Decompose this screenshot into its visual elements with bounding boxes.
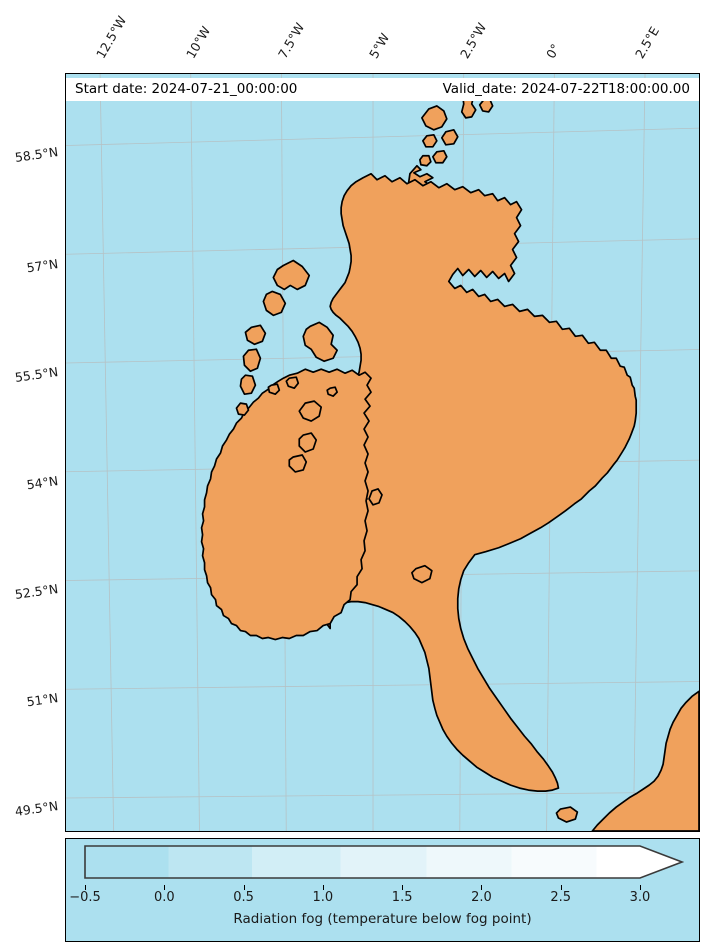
lat-tick-label-0: 58.5°N: [13, 144, 60, 165]
colorbar-tick-mark-7: [640, 885, 641, 890]
colorbar-tick-label-2: 0.5: [233, 890, 254, 905]
colorbar-graphic[interactable]: −0.5 0.0 0.5 1.0 1.5 2.0 2.5 3.0: [69, 845, 684, 905]
lat-tick-label-3: 54°N: [25, 473, 60, 493]
start-date-label: Start date: 2024-07-21_00:00:00: [75, 80, 298, 97]
colorbar-panel: −0.5 0.0 0.5 1.0 1.5 2.0 2.5 3.0 Radiation fog …: [65, 838, 700, 942]
colorbar-tick-label-3: 1.0: [312, 890, 334, 905]
map-title-banner: Start date: 2024-07-21_00:00:00 Valid_da…: [66, 78, 699, 101]
colorbar-tick-label-6: 2.5: [550, 890, 572, 905]
map-graphic: [66, 74, 699, 831]
colorbar-tick-mark-2: [243, 885, 245, 890]
map-plot-area[interactable]: Start date: 2024-07-21_00:00:00 Valid_da…: [65, 73, 700, 832]
colorbar-tick-mark-3: [322, 885, 324, 890]
lat-tick-label-6: 49.5°N: [13, 798, 60, 819]
colorbar-tick-label-1: 0.0: [153, 890, 175, 905]
lon-tick-label-4: 2.5°W: [457, 20, 490, 62]
lon-tick-label-5: 0°: [543, 41, 564, 61]
lon-tick-label-0: 12.5°W: [93, 13, 130, 62]
colorbar-tick-label-5: 2.0: [471, 890, 492, 905]
colorbar-tick-mark-6: [560, 885, 562, 890]
colorbar-tick-label-4: 1.5: [391, 890, 413, 905]
coastline-landmass: [200, 83, 699, 831]
colorbar-tick-label-0: −0.5: [69, 890, 101, 905]
lat-tick-label-1: 57°N: [25, 256, 60, 276]
colorbar-tick-mark-1: [164, 885, 166, 890]
lon-tick-label-6: 2.5°E: [632, 24, 663, 61]
colorbar-gradient: [84, 845, 684, 879]
lon-tick-label-2: 7.5°W: [275, 20, 308, 62]
lon-tick-label-3: 5°W: [366, 30, 393, 61]
lon-tick-label-1: 10°W: [183, 23, 214, 62]
colorbar-tick-mark-0: [85, 885, 86, 890]
valid-date-label: Valid_date: 2024-07-22T18:00:00.00: [442, 80, 690, 97]
colorbar-tick-label-7: 3.0: [629, 890, 651, 905]
lat-tick-label-4: 52.5°N: [13, 581, 60, 602]
lat-tick-label-5: 51°N: [25, 690, 60, 710]
colorbar-title: Radiation fog (temperature below fog poi…: [233, 911, 532, 927]
colorbar-tick-mark-4: [402, 885, 404, 890]
lat-tick-label-2: 55.5°N: [13, 364, 60, 385]
colorbar-tick-mark-5: [481, 885, 483, 890]
